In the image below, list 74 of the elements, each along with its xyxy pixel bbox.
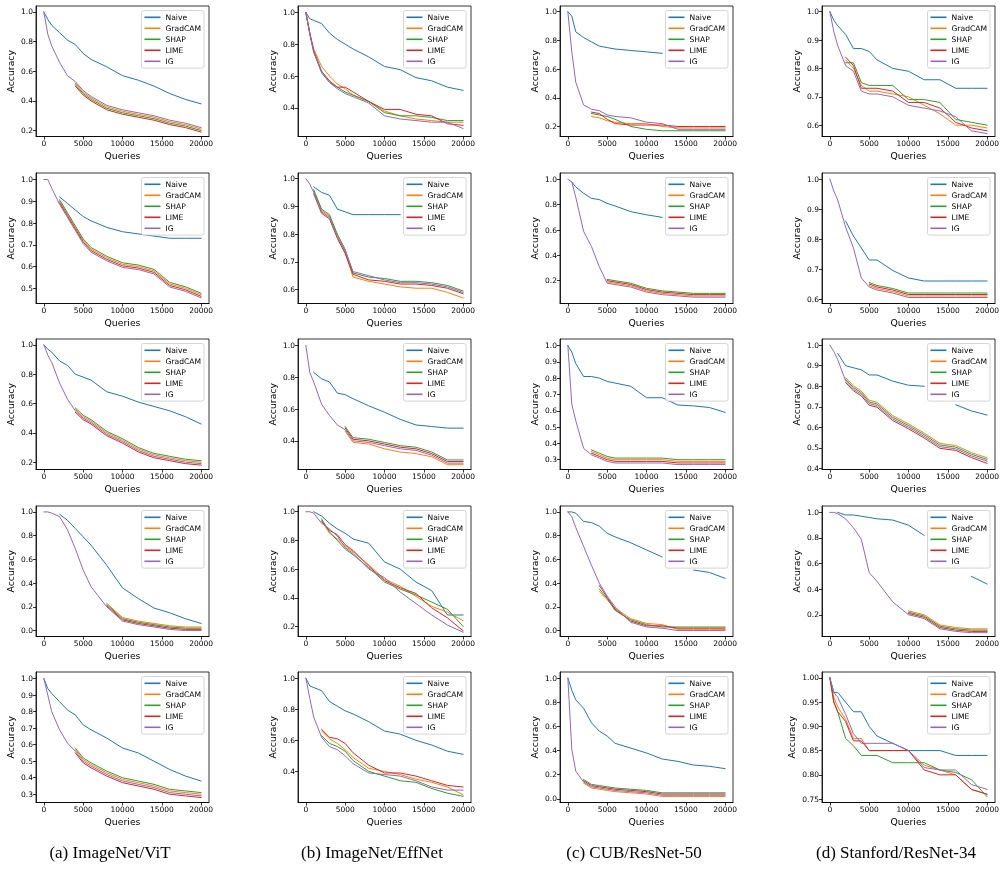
x-axis-title: Queries [890,649,927,661]
line-series [567,178,726,298]
x-axis-title: Queries [366,316,403,328]
line-series [305,678,464,756]
x-axis-title: Queries [104,149,141,161]
y-axis-title: Accuracy [5,382,17,426]
y-axis-title: Accuracy [529,549,541,593]
line-series [305,345,464,464]
line-series [43,511,202,632]
text: (b) ImageNet/EffNet [301,843,444,862]
line-series [43,344,202,465]
line-series [829,11,988,89]
line-series [590,111,726,127]
line-series [567,345,726,466]
line-series [829,11,988,135]
x-axis-title: Queries [628,649,665,661]
y-axis-title: Accuracy [5,549,17,593]
x-axis-title: Queries [890,482,927,494]
text: (d) Stanford/ResNet-34 [815,843,977,862]
line-series [567,677,726,797]
x-axis-title: Queries [890,815,927,827]
line-series [313,511,464,616]
x-axis-title: Queries [366,149,403,161]
y-axis-title: Accuracy [791,49,803,93]
line-series [43,11,202,105]
x-axis-title: Queries [890,316,927,328]
line-series [305,511,464,633]
y-axis-title: Accuracy [5,216,17,260]
line-series [305,678,464,791]
line-series [43,344,202,425]
y-axis-title: Accuracy [529,382,541,426]
line-series [571,181,663,218]
x-axis-title: Queries [104,316,141,328]
y-axis-title: Accuracy [5,715,17,759]
y-axis-title: Accuracy [529,715,541,759]
line-series [845,220,988,282]
line-series [43,11,202,129]
line-series [313,186,401,216]
text: (c) CUB/ResNet-50 [566,843,702,862]
y-axis-title: Accuracy [791,382,803,426]
line-series [829,178,988,298]
y-axis-title: Accuracy [267,216,279,260]
x-axis-title: Queries [628,815,665,827]
y-axis-title: Accuracy [529,216,541,260]
y-axis-title: Accuracy [791,216,803,260]
y-axis-title: Accuracy [529,49,541,93]
x-axis-title: Queries [628,149,665,161]
y-axis-title: Accuracy [791,549,803,593]
line-series [829,344,988,462]
line-series [305,11,464,91]
y-axis-title: Accuracy [5,49,17,93]
y-axis-title: Accuracy [786,715,798,759]
line-series [59,513,202,624]
x-axis-title: Queries [104,482,141,494]
x-axis-title: Queries [104,815,141,827]
x-axis-title: Queries [366,815,403,827]
line-series [829,511,988,634]
line-series [567,511,726,632]
x-axis-title: Queries [628,482,665,494]
x-axis-title: Queries [104,649,141,661]
line-series [567,11,663,54]
y-axis-title: Accuracy [267,49,279,93]
line-series [567,11,726,130]
x-axis-title: Queries [366,649,403,661]
y-axis-title: Accuracy [267,382,279,426]
line-series [567,345,726,414]
y-axis-title: Accuracy [267,549,279,593]
x-axis-title: Queries [890,149,927,161]
x-axis-title: Queries [628,316,665,328]
line-series [43,179,202,299]
x-axis-title: Queries [366,482,403,494]
line-series [59,196,202,239]
y-axis-title: Accuracy [267,715,279,759]
text: (a) ImageNet/ViT [49,843,172,862]
